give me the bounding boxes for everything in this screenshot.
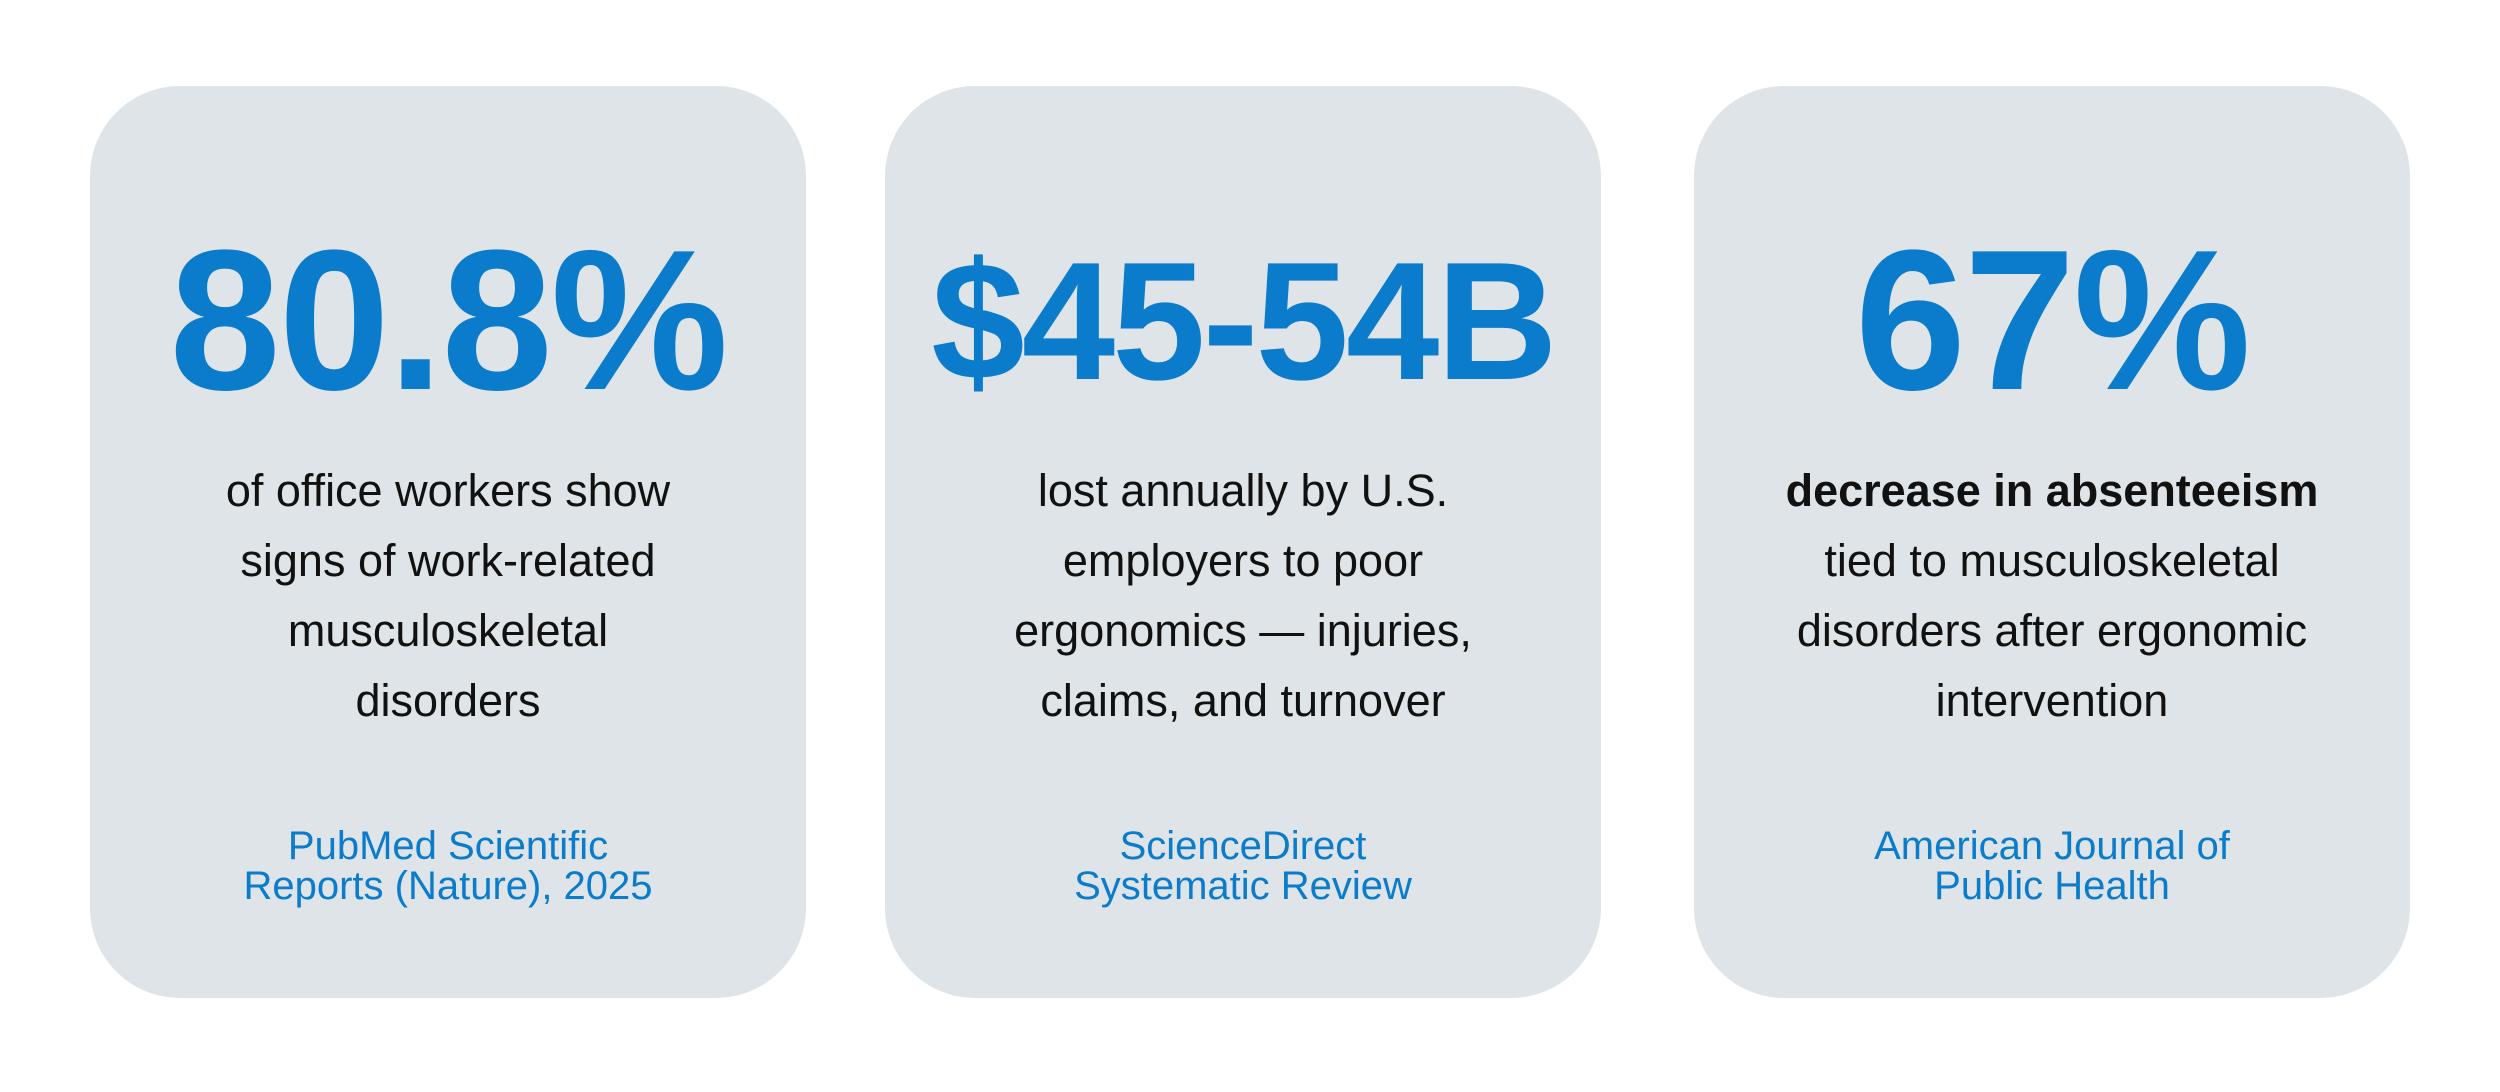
stat-value: 80.8% (169, 209, 728, 432)
stat-description: of office workers show signs of work-rel… (130, 456, 766, 736)
stat-card-employer-losses: $45-54B lost annually by U.S. employers … (885, 86, 1601, 998)
source-line: Public Health (1934, 864, 2170, 908)
description-line: signs of work-related (240, 535, 656, 586)
description-line: lost annually by U.S. (1037, 465, 1449, 516)
stat-description: decrease in absenteeism tied to musculos… (1734, 456, 2370, 736)
description-line: intervention (1935, 675, 2169, 726)
description-line: disorders after ergonomic (1796, 605, 2308, 656)
source-line: Reports (Nature), 2025 (243, 864, 653, 908)
source-line: ScienceDirect (1119, 824, 1367, 868)
description-line: ergonomics — injuries, (1014, 605, 1472, 656)
description-line: tied to musculoskeletal (1824, 535, 2280, 586)
source-line: Systematic Review (1074, 864, 1412, 908)
stat-value: 67% (1854, 209, 2251, 432)
stat-source: PubMed Scientific Reports (Nature), 2025 (110, 826, 786, 906)
stat-card-office-workers: 80.8% of office workers show signs of wo… (90, 86, 806, 998)
stat-card-absenteeism: 67% decrease in absenteeism tied to musc… (1694, 86, 2410, 998)
stat-description: lost annually by U.S. employers to poor … (925, 456, 1561, 736)
description-line: claims, and turnover (1040, 675, 1446, 726)
description-line: of office workers show (225, 465, 671, 516)
description-line: musculoskeletal (287, 605, 609, 656)
description-line: employers to poor (1062, 535, 1424, 586)
description-bold: decrease in absenteeism (1785, 465, 2319, 516)
source-line: American Journal of (1874, 824, 2230, 868)
stat-value: $45-54B (931, 227, 1557, 415)
source-line: PubMed Scientific (287, 824, 609, 868)
description-line: disorders (355, 675, 541, 726)
stat-source: American Journal of Public Health (1714, 826, 2390, 906)
stat-source: ScienceDirect Systematic Review (905, 826, 1581, 906)
